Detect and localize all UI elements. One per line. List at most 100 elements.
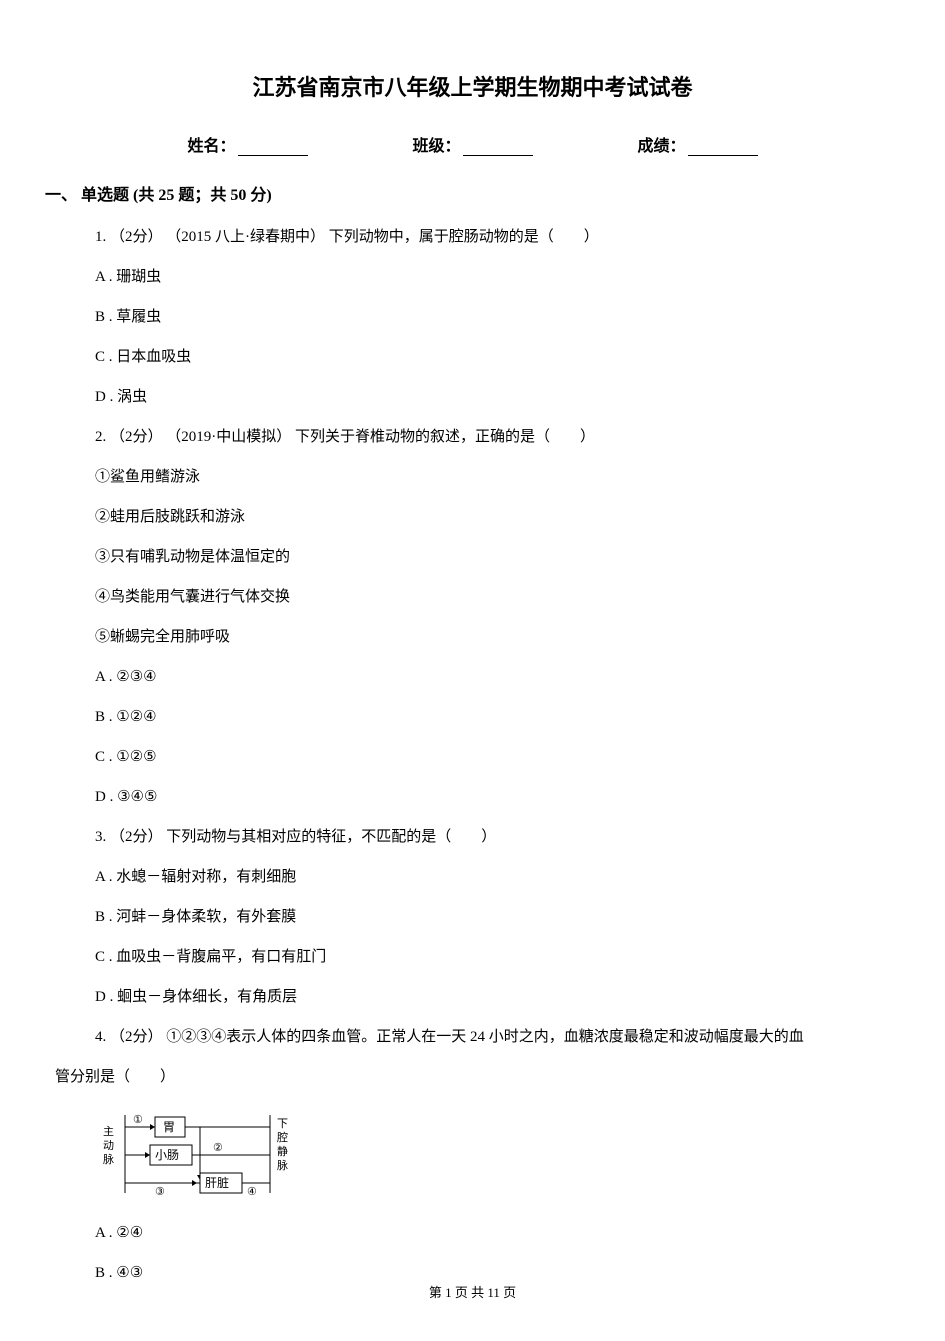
option-letter: D . (95, 789, 117, 805)
q3-points: （2分） (110, 829, 163, 845)
q4-stem-line1: 4. （2分） ①②③④表示人体的四条血管。正常人在一天 24 小时之内，血糖浓… (95, 1025, 890, 1049)
option-text: 血吸虫－背腹扁平，有口有肛门 (116, 949, 326, 965)
diagram-num3: ③ (155, 1186, 165, 1198)
blood-vessel-diagram: 主 动 脉 下 腔 静 脉 ① 胃 小肠 ② (95, 1105, 305, 1205)
q1-option-a: A . 珊瑚虫 (95, 265, 890, 289)
option-letter: A . (95, 869, 116, 885)
q2-stmt-1: ①鲨鱼用鳍游泳 (95, 465, 890, 489)
option-letter: A . (95, 1225, 116, 1241)
option-letter: B . (95, 709, 116, 725)
q1-option-d: D . 涡虫 (95, 385, 890, 409)
q4-stem-line2: 管分别是（ ） (55, 1065, 890, 1089)
q2-option-c: C . ①②⑤ (95, 745, 890, 769)
q2-option-b: B . ①②④ (95, 705, 890, 729)
name-field: 姓名： (187, 132, 307, 156)
q1-option-b: B . 草履虫 (95, 305, 890, 329)
q4-text1: ①②③④表示人体的四条血管。正常人在一天 24 小时之内，血糖浓度最稳定和波动幅… (166, 1029, 804, 1045)
option-text: 水螅－辐射对称，有刺细胞 (116, 869, 296, 885)
option-text: 河蚌－身体柔软，有外套膜 (116, 909, 296, 925)
q4-number: 4. (95, 1029, 106, 1045)
question-4: 4. （2分） ①②③④表示人体的四条血管。正常人在一天 24 小时之内，血糖浓… (95, 1025, 890, 1049)
diagram-left-label-3: 脉 (103, 1152, 114, 1166)
q3-option-b: B . 河蚌－身体柔软，有外套膜 (95, 905, 890, 929)
q4-diagram: 主 动 脉 下 腔 静 脉 ① 胃 小肠 ② (95, 1105, 890, 1205)
q3-option-d: D . 蛔虫－身体细长，有角质层 (95, 985, 890, 1009)
q1-stem: 1. （2分） （2015 八上·绿春期中） 下列动物中，属于腔肠动物的是（ ） (95, 225, 890, 249)
diagram-right-label-2: 腔 (277, 1130, 288, 1144)
q2-source: （2019·中山模拟） (166, 429, 291, 445)
q2-points: （2分） (110, 429, 163, 445)
page-footer: 第 1 页 共 11 页 (0, 1282, 945, 1301)
page-title: 江苏省南京市八年级上学期生物期中考试试卷 (55, 70, 890, 102)
diagram-num2: ② (213, 1142, 223, 1154)
option-letter: D . (95, 389, 117, 405)
diagram-right-label-1: 下 (277, 1118, 288, 1130)
q4-points: （2分） (110, 1029, 163, 1045)
section-header: 一、 单选题 (共 25 题；共 50 分) (45, 181, 890, 205)
score-blank (688, 138, 758, 156)
diagram-left-label-2: 动 (103, 1139, 114, 1152)
option-text: ③④⑤ (117, 789, 157, 805)
option-text: 日本血吸虫 (116, 349, 191, 365)
option-text: ④③ (116, 1265, 143, 1281)
option-text: 珊瑚虫 (116, 269, 161, 285)
class-blank (463, 138, 533, 156)
question-2: 2. （2分） （2019·中山模拟） 下列关于脊椎动物的叙述，正确的是（ ） … (95, 425, 890, 809)
diagram-right-label-3: 静 (277, 1144, 288, 1158)
option-text: ②③④ (116, 669, 156, 685)
q2-stmt-3: ③只有哺乳动物是体温恒定的 (95, 545, 890, 569)
q3-option-a: A . 水螅－辐射对称，有刺细胞 (95, 865, 890, 889)
option-letter: B . (95, 1265, 116, 1281)
option-letter: B . (95, 309, 116, 325)
q3-stem: 3. （2分） 下列动物与其相对应的特征，不匹配的是（ ） (95, 825, 890, 849)
question-3: 3. （2分） 下列动物与其相对应的特征，不匹配的是（ ） A . 水螅－辐射对… (95, 825, 890, 1009)
diagram-intestine: 小肠 (155, 1148, 179, 1162)
class-label: 班级： (412, 132, 460, 156)
q2-stmt-2: ②蛙用后肢跳跃和游泳 (95, 505, 890, 529)
q1-points: （2分） (110, 229, 163, 245)
q4-options: A . ②④ B . ④③ (95, 1221, 890, 1285)
option-text: 蛔虫－身体细长，有角质层 (117, 989, 297, 1005)
q1-text: 下列动物中，属于腔肠动物的是（ ） (329, 229, 599, 245)
name-label: 姓名： (187, 132, 235, 156)
option-letter: A . (95, 269, 116, 285)
q1-number: 1. (95, 229, 106, 245)
option-letter: C . (95, 349, 116, 365)
q3-option-c: C . 血吸虫－背腹扁平，有口有肛门 (95, 945, 890, 969)
q4-option-a: A . ②④ (95, 1221, 890, 1245)
q2-stem: 2. （2分） （2019·中山模拟） 下列关于脊椎动物的叙述，正确的是（ ） (95, 425, 890, 449)
option-letter: B . (95, 909, 116, 925)
diagram-left-label-1: 主 (103, 1125, 114, 1138)
q2-option-d: D . ③④⑤ (95, 785, 890, 809)
q3-number: 3. (95, 829, 106, 845)
diagram-liver: 肝脏 (205, 1175, 229, 1190)
q2-stmt-5: ⑤蜥蜴完全用肺呼吸 (95, 625, 890, 649)
class-field: 班级： (412, 132, 532, 156)
option-letter: D . (95, 989, 117, 1005)
name-blank (238, 138, 308, 156)
q2-number: 2. (95, 429, 106, 445)
diagram-num1: ① (133, 1114, 143, 1126)
q2-option-a: A . ②③④ (95, 665, 890, 689)
diagram-stomach: 胃 (163, 1120, 175, 1134)
q1-option-c: C . 日本血吸虫 (95, 345, 890, 369)
q2-text: 下列关于脊椎动物的叙述，正确的是（ ） (295, 429, 595, 445)
question-1: 1. （2分） （2015 八上·绿春期中） 下列动物中，属于腔肠动物的是（ ）… (95, 225, 890, 409)
diagram-right-label-4: 脉 (277, 1158, 288, 1172)
option-letter: A . (95, 669, 116, 685)
option-text: ②④ (116, 1225, 143, 1241)
score-label: 成绩： (637, 132, 685, 156)
option-letter: C . (95, 949, 116, 965)
option-text: 涡虫 (117, 389, 147, 405)
option-letter: C . (95, 749, 116, 765)
score-field: 成绩： (637, 132, 757, 156)
option-text: ①②⑤ (116, 749, 156, 765)
header-row: 姓名： 班级： 成绩： (55, 132, 890, 156)
q1-source: （2015 八上·绿春期中） (166, 229, 325, 245)
diagram-num4: ④ (247, 1186, 257, 1198)
q2-stmt-4: ④鸟类能用气囊进行气体交换 (95, 585, 890, 609)
option-text: 草履虫 (116, 309, 161, 325)
page-container: 江苏省南京市八年级上学期生物期中考试试卷 姓名： 班级： 成绩： 一、 单选题 … (0, 0, 945, 1341)
q3-text: 下列动物与其相对应的特征，不匹配的是（ ） (166, 829, 496, 845)
option-text: ①②④ (116, 709, 156, 725)
